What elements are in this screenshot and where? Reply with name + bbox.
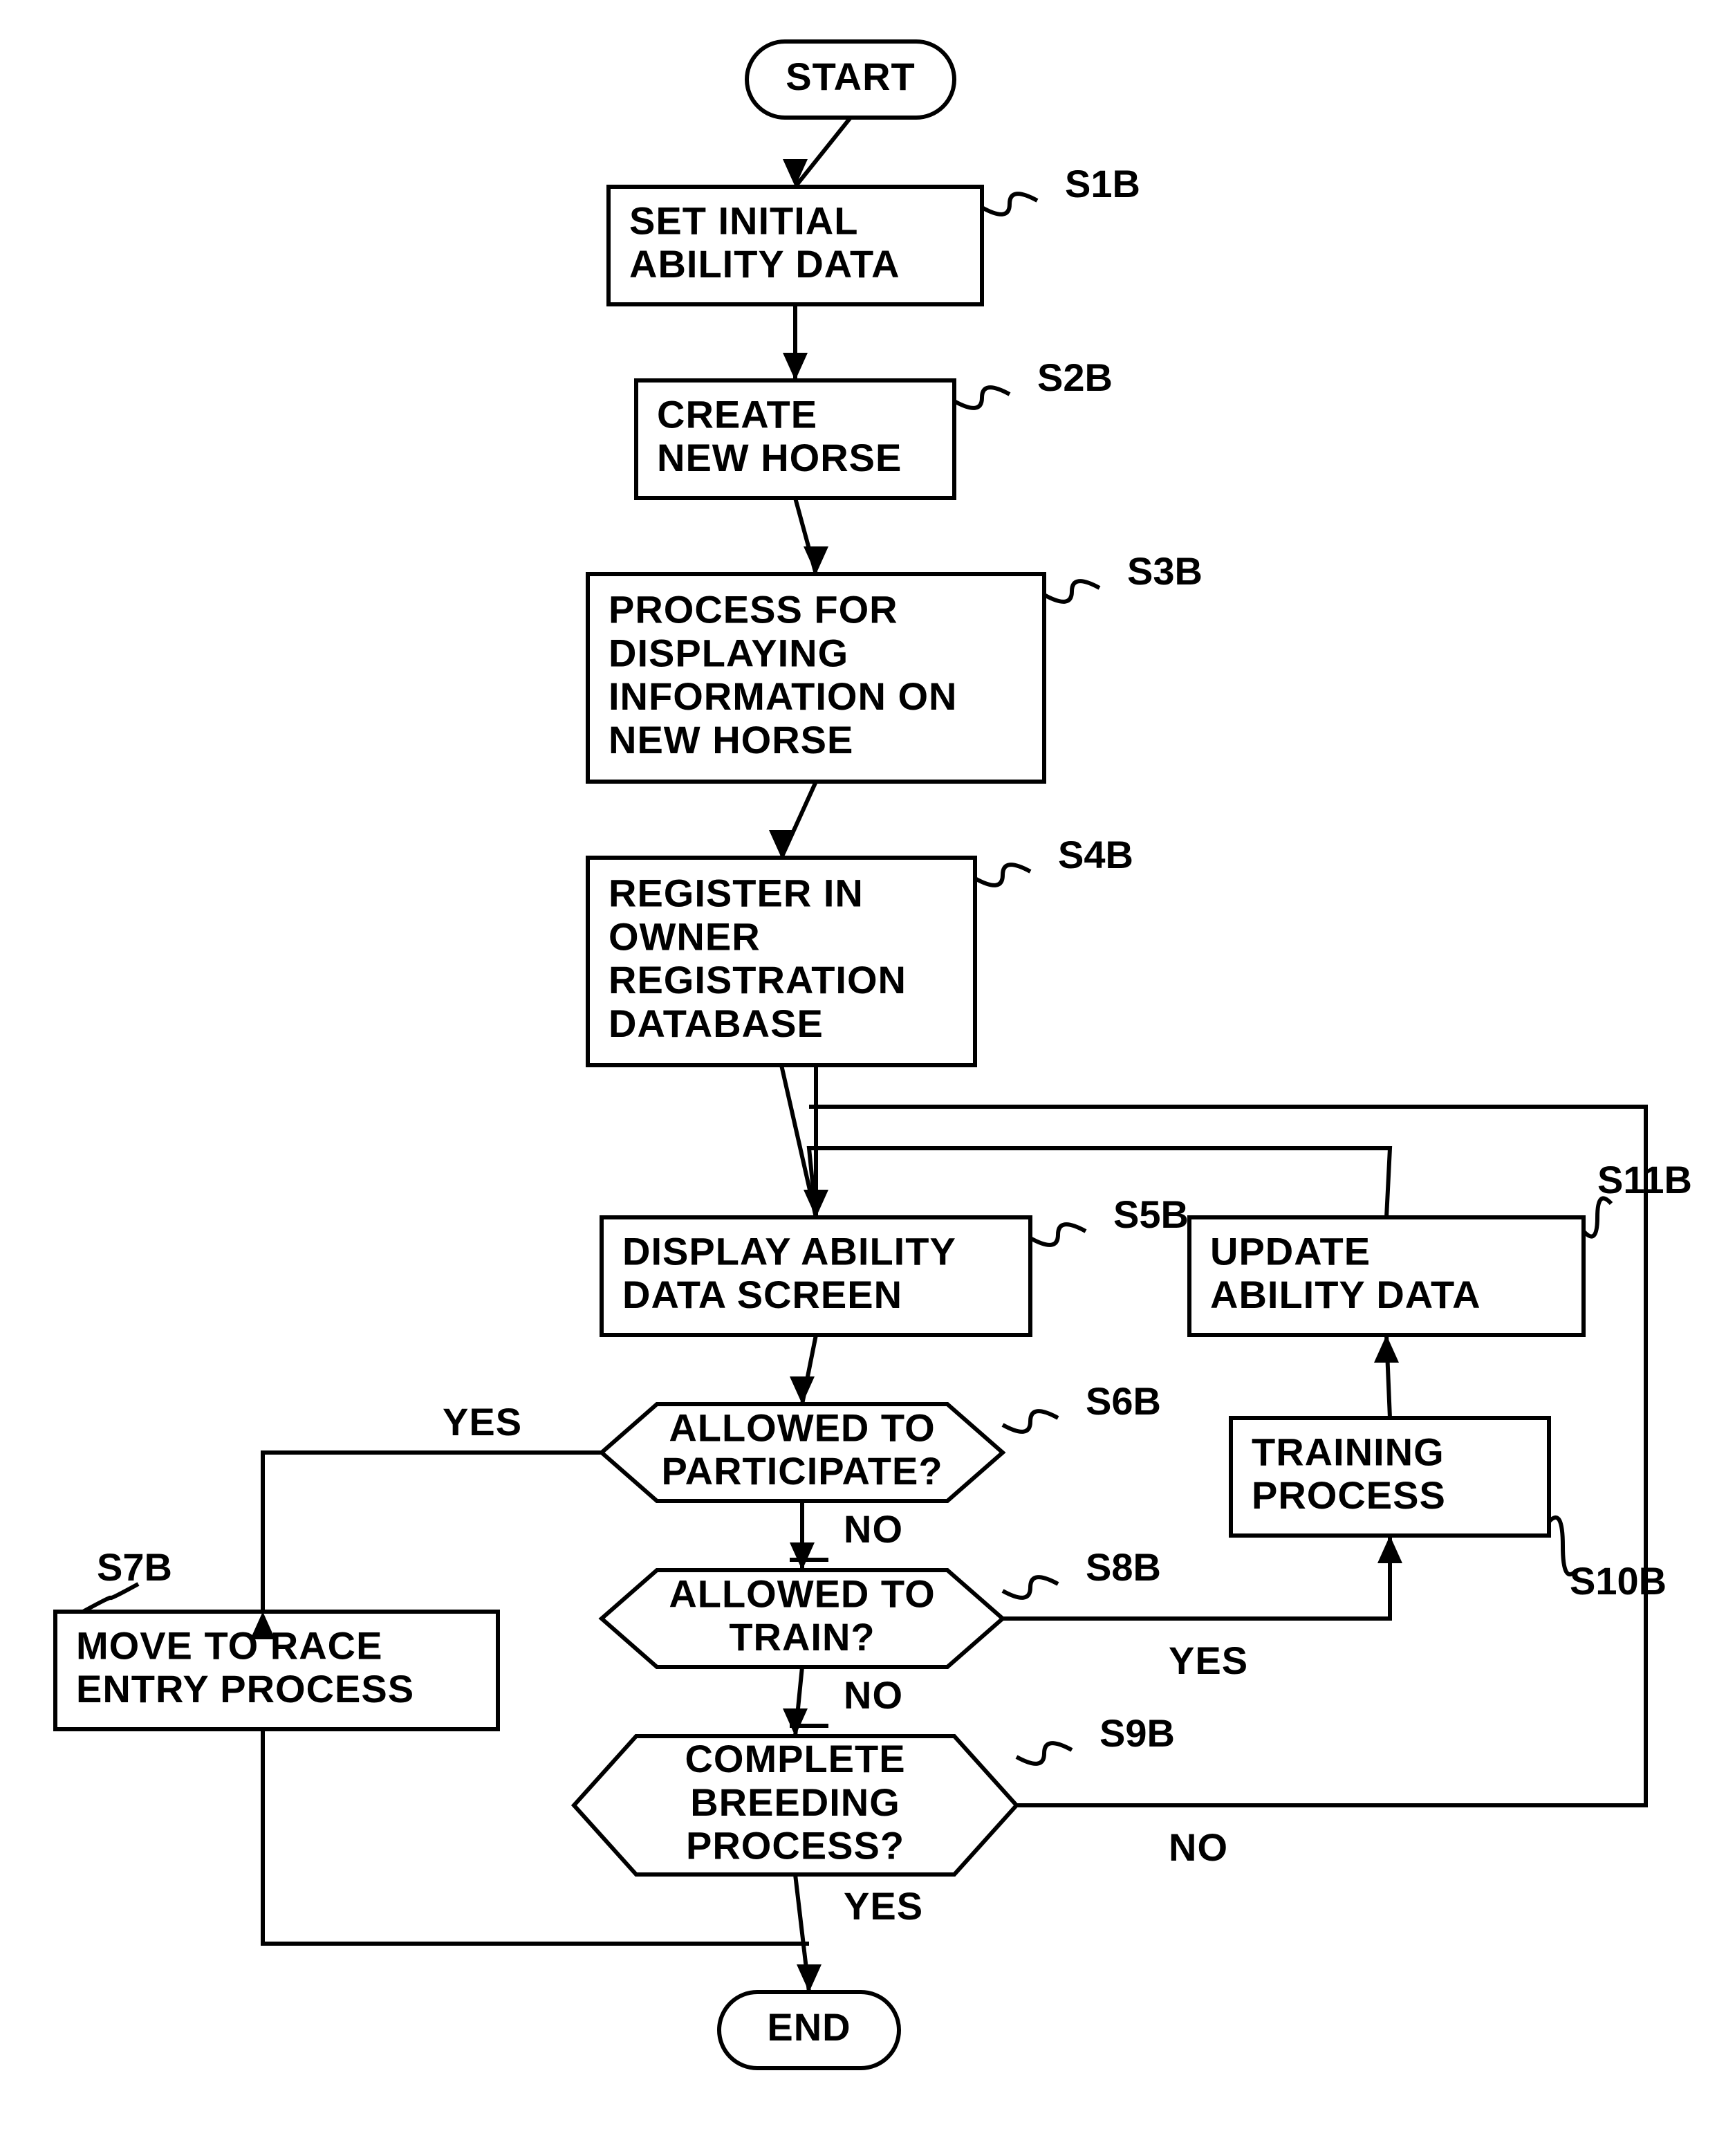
node-s11b: UPDATEABILITY DATA <box>1189 1217 1584 1335</box>
node-s2b: CREATENEW HORSE <box>636 380 954 498</box>
node-s3b: PROCESS FORDISPLAYINGINFORMATION ONNEW H… <box>588 574 1044 782</box>
svg-text:PROCESS?: PROCESS? <box>686 1824 904 1868</box>
step-tag: S8B <box>1086 1545 1161 1589</box>
node-s4b: REGISTER INOWNERREGISTRATIONDATABASE <box>588 858 975 1065</box>
edge-label: NO <box>1169 1825 1228 1869</box>
svg-text:TRAIN?: TRAIN? <box>729 1615 875 1659</box>
edge-label: NO <box>844 1507 903 1551</box>
svg-text:DISPLAYING: DISPLAYING <box>609 631 848 674</box>
node-s7b: MOVE TO RACEENTRY PROCESS <box>55 1612 498 1729</box>
svg-text:REGISTER IN: REGISTER IN <box>609 872 864 915</box>
step-tag: S5B <box>1113 1192 1189 1236</box>
svg-text:ABILITY DATA: ABILITY DATA <box>629 242 900 286</box>
svg-text:BREEDING: BREEDING <box>690 1780 900 1824</box>
svg-text:DISPLAY ABILITY: DISPLAY ABILITY <box>622 1229 956 1273</box>
svg-text:MOVE TO RACE: MOVE TO RACE <box>76 1623 382 1667</box>
svg-text:PARTICIPATE?: PARTICIPATE? <box>661 1449 943 1493</box>
svg-text:NEW HORSE: NEW HORSE <box>609 718 853 762</box>
node-start: START <box>747 42 954 118</box>
step-tag: S9B <box>1099 1711 1175 1755</box>
svg-text:REGISTRATION: REGISTRATION <box>609 958 907 1002</box>
node-s5b: DISPLAY ABILITYDATA SCREEN <box>602 1217 1030 1335</box>
step-tag: S7B <box>97 1545 172 1589</box>
svg-text:ABILITY DATA: ABILITY DATA <box>1210 1273 1481 1316</box>
svg-text:START: START <box>786 55 916 98</box>
svg-text:ALLOWED TO: ALLOWED TO <box>669 1406 935 1449</box>
svg-text:CREATE: CREATE <box>657 392 817 436</box>
edge-label: YES <box>443 1400 522 1444</box>
edge-label: NO <box>844 1673 903 1717</box>
svg-text:DATABASE: DATABASE <box>609 1002 824 1045</box>
node-s1b: SET INITIALABILITY DATA <box>609 187 982 304</box>
svg-text:OWNER: OWNER <box>609 914 761 958</box>
edge-label: YES <box>844 1884 923 1928</box>
step-tag: S6B <box>1086 1379 1161 1423</box>
svg-text:ENTRY PROCESS: ENTRY PROCESS <box>76 1667 414 1711</box>
step-tag: S2B <box>1037 356 1113 399</box>
svg-text:COMPLETE: COMPLETE <box>685 1737 905 1780</box>
node-s6b: ALLOWED TOPARTICIPATE? <box>602 1404 1003 1501</box>
svg-text:INFORMATION ON: INFORMATION ON <box>609 674 957 718</box>
edge-label: YES <box>1169 1639 1248 1682</box>
svg-text:PROCESS FOR: PROCESS FOR <box>609 588 898 632</box>
step-tag: S4B <box>1058 833 1133 876</box>
node-s10b: TRAININGPROCESS <box>1231 1418 1549 1536</box>
svg-text:NEW HORSE: NEW HORSE <box>657 436 902 479</box>
svg-text:END: END <box>767 2005 851 2049</box>
svg-text:DATA SCREEN: DATA SCREEN <box>622 1273 902 1316</box>
step-tag: S3B <box>1127 549 1203 593</box>
svg-text:PROCESS: PROCESS <box>1252 1473 1446 1517</box>
node-s8b: ALLOWED TOTRAIN? <box>602 1570 1003 1667</box>
step-tag: S10B <box>1570 1559 1667 1603</box>
svg-text:ALLOWED TO: ALLOWED TO <box>669 1572 935 1615</box>
svg-text:UPDATE: UPDATE <box>1210 1229 1371 1273</box>
step-tag: S11B <box>1597 1158 1692 1201</box>
node-end: END <box>719 1992 899 2068</box>
node-s9b: COMPLETEBREEDINGPROCESS? <box>574 1736 1017 1874</box>
svg-text:TRAINING: TRAINING <box>1252 1430 1445 1473</box>
svg-text:SET INITIAL: SET INITIAL <box>629 199 858 242</box>
step-tag: S1B <box>1065 162 1140 205</box>
